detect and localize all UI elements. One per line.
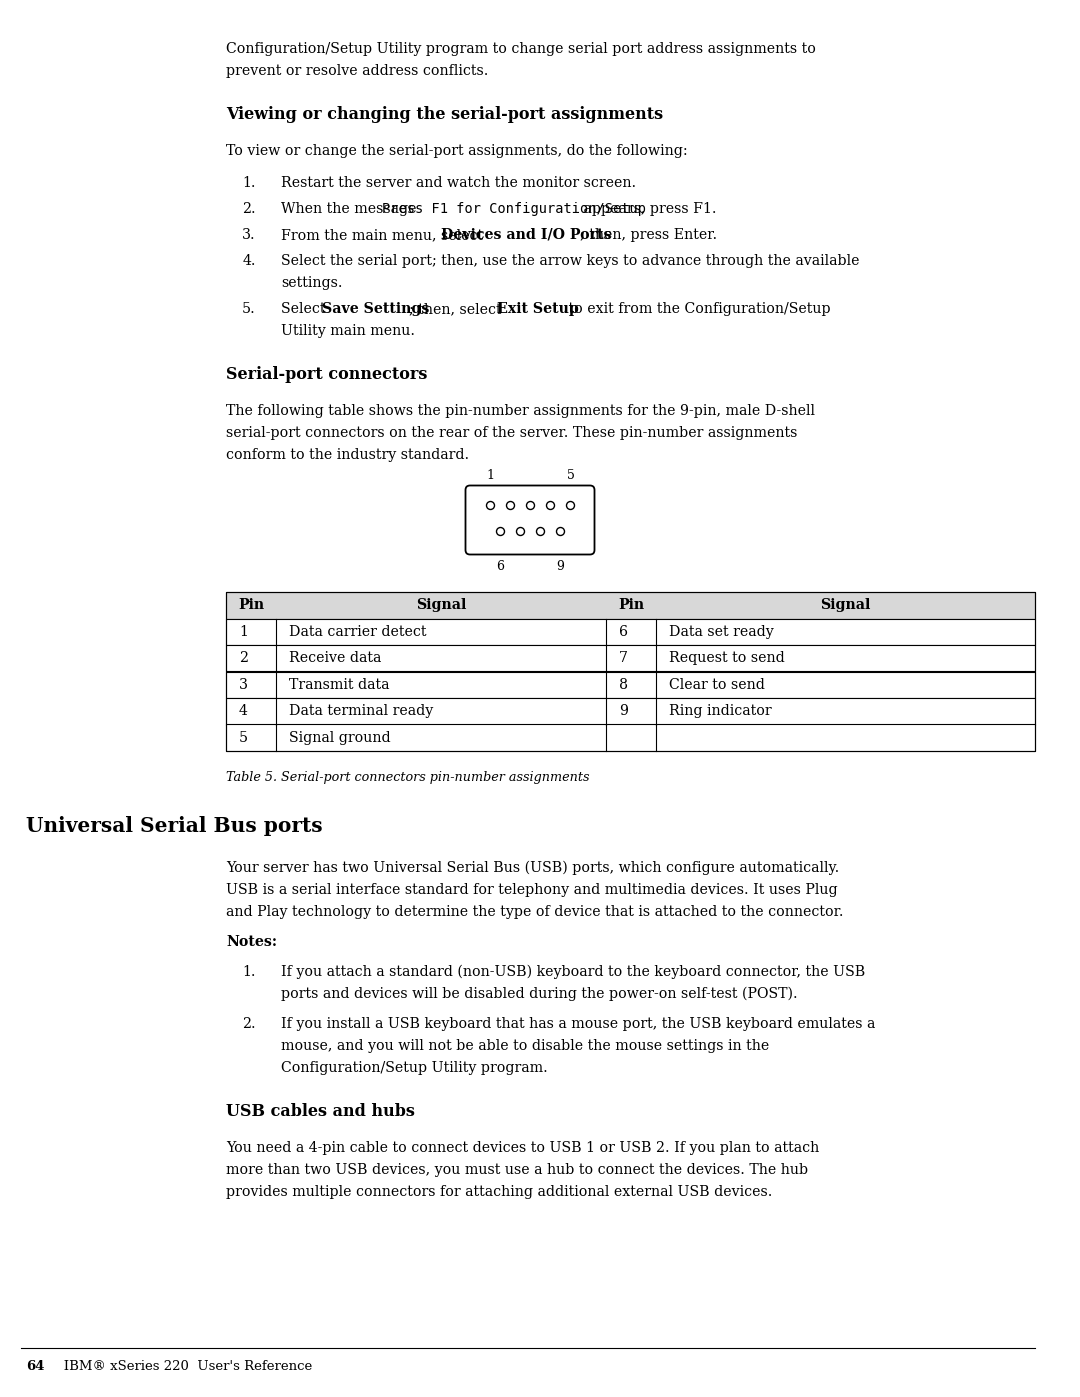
Text: ; then, press Enter.: ; then, press Enter. xyxy=(580,228,717,242)
Circle shape xyxy=(527,502,535,510)
Text: If you install a USB keyboard that has a mouse port, the USB keyboard emulates a: If you install a USB keyboard that has a… xyxy=(281,1017,876,1031)
Text: Press F1 for Configuration/Setup: Press F1 for Configuration/Setup xyxy=(381,203,646,217)
Text: 8: 8 xyxy=(619,678,627,692)
Text: 6: 6 xyxy=(497,560,504,573)
Text: USB cables and hubs: USB cables and hubs xyxy=(226,1104,415,1120)
Circle shape xyxy=(486,502,495,510)
Text: 5: 5 xyxy=(239,731,248,745)
Text: Devices and I/O Ports: Devices and I/O Ports xyxy=(441,228,611,242)
Text: To view or change the serial-port assignments, do the following:: To view or change the serial-port assign… xyxy=(226,144,688,158)
Bar xyxy=(226,725,1035,752)
Text: Universal Serial Bus ports: Universal Serial Bus ports xyxy=(26,816,323,835)
Text: appears, press F1.: appears, press F1. xyxy=(579,203,717,217)
Text: USB is a serial interface standard for telephony and multimedia devices. It uses: USB is a serial interface standard for t… xyxy=(226,883,838,897)
Text: mouse, and you will not be able to disable the mouse settings in the: mouse, and you will not be able to disab… xyxy=(281,1039,769,1053)
Text: Exit Setup: Exit Setup xyxy=(498,302,579,316)
Text: 2: 2 xyxy=(239,651,248,665)
Text: Data carrier detect: Data carrier detect xyxy=(289,624,427,638)
Circle shape xyxy=(537,528,544,535)
Text: Select: Select xyxy=(281,302,330,316)
Text: 1.: 1. xyxy=(243,965,256,979)
Text: Select the serial port; then, use the arrow keys to advance through the availabl: Select the serial port; then, use the ar… xyxy=(281,254,860,268)
Text: Your server has two Universal Serial Bus (USB) ports, which configure automatica: Your server has two Universal Serial Bus… xyxy=(226,861,839,876)
Text: Signal: Signal xyxy=(821,598,870,612)
Text: Save Settings: Save Settings xyxy=(323,302,430,316)
Text: provides multiple connectors for attaching additional external USB devices.: provides multiple connectors for attachi… xyxy=(226,1185,772,1199)
Text: You need a 4-pin cable to connect devices to USB 1 or USB 2. If you plan to atta: You need a 4-pin cable to connect device… xyxy=(226,1141,820,1155)
Text: 3: 3 xyxy=(239,678,248,692)
Text: 1.: 1. xyxy=(243,176,256,190)
Text: Notes:: Notes: xyxy=(226,935,276,949)
Text: 5: 5 xyxy=(567,469,575,482)
Text: Data set ready: Data set ready xyxy=(669,624,773,638)
Text: 64: 64 xyxy=(26,1361,44,1373)
Text: Signal ground: Signal ground xyxy=(289,731,391,745)
FancyBboxPatch shape xyxy=(465,486,594,555)
Bar xyxy=(226,592,1035,619)
Text: more than two USB devices, you must use a hub to connect the devices. The hub: more than two USB devices, you must use … xyxy=(226,1162,808,1178)
Text: Viewing or changing the serial-port assignments: Viewing or changing the serial-port assi… xyxy=(226,106,663,123)
Text: From the main menu, select: From the main menu, select xyxy=(281,228,488,242)
Text: conform to the industry standard.: conform to the industry standard. xyxy=(226,448,469,462)
Text: The following table shows the pin-number assignments for the 9-pin, male D-shell: The following table shows the pin-number… xyxy=(226,404,815,418)
Text: Clear to send: Clear to send xyxy=(669,678,765,692)
Text: prevent or resolve address conflicts.: prevent or resolve address conflicts. xyxy=(226,64,488,78)
Circle shape xyxy=(556,528,565,535)
Text: 3.: 3. xyxy=(242,228,256,242)
Circle shape xyxy=(497,528,504,535)
Text: IBM® xSeries 220  User's Reference: IBM® xSeries 220 User's Reference xyxy=(51,1361,312,1373)
Bar xyxy=(226,619,1035,645)
Text: 2.: 2. xyxy=(242,1017,256,1031)
Text: and Play technology to determine the type of device that is attached to the conn: and Play technology to determine the typ… xyxy=(226,905,843,919)
Bar xyxy=(226,698,1035,725)
Bar xyxy=(226,672,1035,698)
Text: settings.: settings. xyxy=(281,277,342,291)
Text: 9: 9 xyxy=(619,704,627,718)
Text: Table 5. Serial-port connectors pin-number assignments: Table 5. Serial-port connectors pin-numb… xyxy=(226,771,590,784)
Text: Transmit data: Transmit data xyxy=(289,678,390,692)
Text: Request to send: Request to send xyxy=(669,651,785,665)
Text: ports and devices will be disabled during the power-on self-test (POST).: ports and devices will be disabled durin… xyxy=(281,988,798,1002)
Text: Pin: Pin xyxy=(238,598,265,612)
Text: 1: 1 xyxy=(486,469,495,482)
Circle shape xyxy=(567,502,575,510)
Text: Data terminal ready: Data terminal ready xyxy=(289,704,433,718)
Text: Utility main menu.: Utility main menu. xyxy=(281,324,415,338)
Text: 1: 1 xyxy=(239,624,248,638)
Text: When the message: When the message xyxy=(281,203,421,217)
Text: ; then, select: ; then, select xyxy=(408,302,505,316)
Bar xyxy=(226,645,1035,672)
Text: 6: 6 xyxy=(619,624,627,638)
Text: 9: 9 xyxy=(556,560,565,573)
Text: Restart the server and watch the monitor screen.: Restart the server and watch the monitor… xyxy=(281,176,636,190)
Text: 2.: 2. xyxy=(242,203,256,217)
Text: 4: 4 xyxy=(239,704,248,718)
Text: Configuration/Setup Utility program.: Configuration/Setup Utility program. xyxy=(281,1060,548,1076)
Text: 4.: 4. xyxy=(243,254,256,268)
Text: Ring indicator: Ring indicator xyxy=(669,704,771,718)
Bar xyxy=(226,592,1035,752)
Text: to exit from the Configuration/Setup: to exit from the Configuration/Setup xyxy=(564,302,831,316)
Text: 5.: 5. xyxy=(242,302,256,316)
Text: If you attach a standard (non-USB) keyboard to the keyboard connector, the USB: If you attach a standard (non-USB) keybo… xyxy=(281,965,865,979)
Text: serial-port connectors on the rear of the server. These pin-number assignments: serial-port connectors on the rear of th… xyxy=(226,426,797,440)
Text: Signal: Signal xyxy=(416,598,467,612)
Text: Serial-port connectors: Serial-port connectors xyxy=(226,366,428,383)
Circle shape xyxy=(507,502,514,510)
Text: Configuration/Setup Utility program to change serial port address assignments to: Configuration/Setup Utility program to c… xyxy=(226,42,815,56)
Text: 7: 7 xyxy=(619,651,627,665)
Text: Receive data: Receive data xyxy=(289,651,381,665)
Circle shape xyxy=(516,528,525,535)
Text: Pin: Pin xyxy=(618,598,644,612)
Circle shape xyxy=(546,502,554,510)
